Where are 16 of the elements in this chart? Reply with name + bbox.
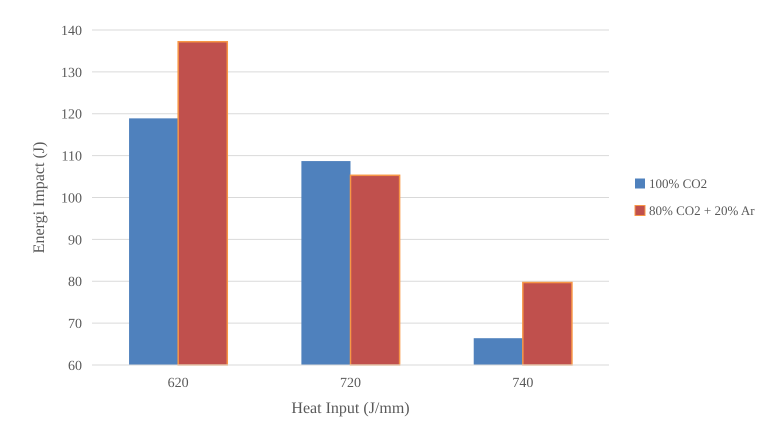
y-tick-label: 60 [68,358,82,374]
x-tick-label: 620 [168,376,189,391]
y-axis-title: Energi Impact (J) [31,142,48,254]
legend-label: 100% CO2 [649,176,708,192]
x-tick-label: 740 [512,376,534,391]
y-tick-label: 100 [61,191,82,206]
y-tick-label: 120 [61,108,82,123]
y-tick-label: 90 [68,233,82,248]
x-tick-label: 720 [340,376,361,391]
y-tick-label: 140 [61,24,82,39]
legend-label: 80% CO2 + 20% Ar [649,203,756,218]
y-tick-label: 130 [61,66,82,81]
y-tick-label: 80 [68,275,82,290]
x-axis-title: Heat Input (J/mm) [291,400,410,417]
y-tick-label: 110 [62,150,82,165]
y-tick-label: 70 [68,317,82,332]
